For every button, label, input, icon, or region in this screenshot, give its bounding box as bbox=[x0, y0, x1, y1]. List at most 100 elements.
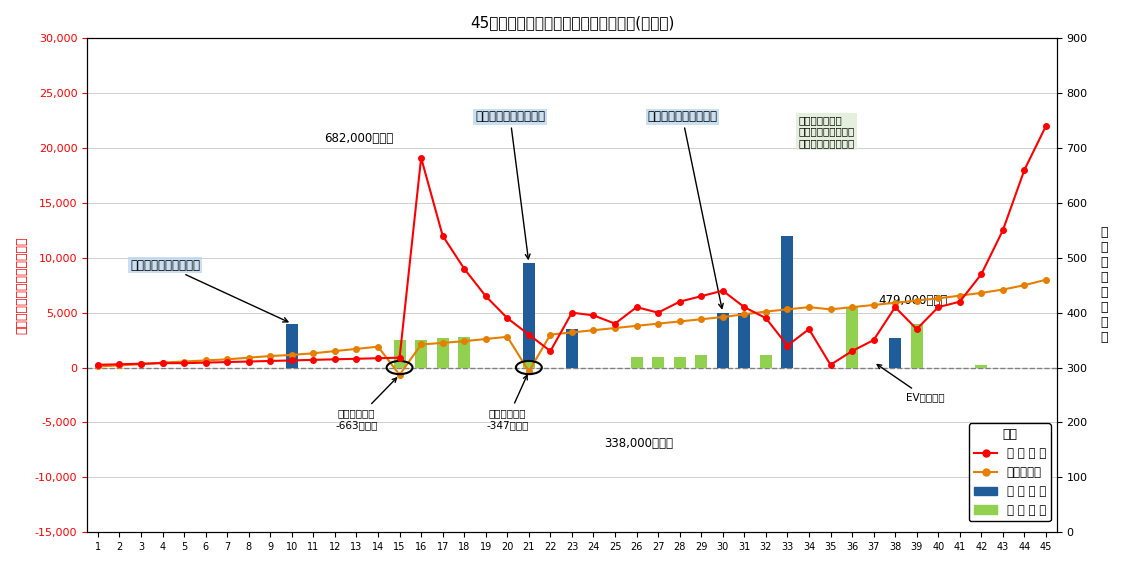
Bar bbox=[652, 357, 664, 367]
Bar bbox=[716, 312, 729, 367]
積立金残高 bbox=[91, 363, 104, 370]
積立金残高 bbox=[372, 343, 385, 350]
Bar bbox=[523, 362, 535, 367]
Bar bbox=[523, 263, 535, 367]
積立金残高 bbox=[501, 333, 514, 340]
Text: 第１回大規模修繕工事: 第１回大規模修繕工事 bbox=[130, 259, 287, 322]
成 約 価 格 bbox=[199, 359, 212, 366]
成 約 価 格 bbox=[1039, 122, 1052, 129]
積立金残高 bbox=[651, 320, 665, 327]
成 約 価 格 bbox=[522, 331, 536, 338]
成 約 価 格 bbox=[630, 304, 643, 311]
積立金残高 bbox=[975, 290, 988, 297]
Text: 資金マイナス
-347円／㎡: 資金マイナス -347円／㎡ bbox=[486, 375, 529, 430]
成 約 価 格 bbox=[910, 325, 923, 332]
成 約 価 格 bbox=[135, 360, 148, 367]
Bar bbox=[846, 307, 858, 367]
Legend: 成 約 価 格, 積立金残高, 建 築 工 事, 設 備 工 事: 成 約 価 格, 積立金残高, 建 築 工 事, 設 備 工 事 bbox=[969, 424, 1051, 522]
積立金残高 bbox=[544, 331, 557, 338]
積立金残高 bbox=[609, 325, 622, 332]
成 約 価 格 bbox=[328, 356, 341, 363]
成 約 価 格 bbox=[651, 309, 665, 316]
積立金残高 bbox=[630, 323, 643, 329]
Bar bbox=[416, 340, 427, 367]
Text: 第３回大規模修繕工事: 第３回大規模修繕工事 bbox=[647, 111, 723, 308]
Bar bbox=[437, 338, 448, 367]
Text: 479,000円／㎡: 479,000円／㎡ bbox=[878, 294, 948, 307]
成 約 価 格 bbox=[802, 325, 815, 332]
積立金残高 bbox=[759, 308, 773, 315]
成 約 価 格 bbox=[824, 361, 838, 368]
Bar bbox=[911, 324, 923, 367]
積立金残高 bbox=[996, 286, 1010, 293]
積立金残高 bbox=[522, 368, 536, 375]
成 約 価 格 bbox=[307, 357, 320, 363]
積立金残高 bbox=[156, 359, 170, 366]
積立金残高 bbox=[846, 304, 859, 311]
積立金残高 bbox=[112, 362, 126, 369]
成 約 価 格 bbox=[393, 354, 407, 361]
成 約 価 格 bbox=[220, 359, 234, 366]
成 約 価 格 bbox=[501, 315, 514, 321]
積立金残高 bbox=[931, 295, 944, 302]
成 約 価 格 bbox=[565, 309, 578, 316]
Y-axis label: 成
約
価
格
（
千
円
）: 成 約 価 格 （ 千 円 ） bbox=[1101, 226, 1108, 344]
Bar bbox=[458, 337, 471, 367]
積立金残高 bbox=[565, 329, 578, 336]
積立金残高 bbox=[910, 297, 923, 304]
積立金残高 bbox=[802, 304, 815, 311]
積立金残高 bbox=[457, 338, 471, 345]
積立金残高 bbox=[349, 345, 363, 352]
積立金残高 bbox=[436, 340, 449, 346]
成 約 価 格 bbox=[285, 357, 299, 364]
成 約 価 格 bbox=[372, 355, 385, 362]
Bar bbox=[394, 340, 405, 367]
成 約 価 格 bbox=[975, 271, 988, 278]
成 約 価 格 bbox=[91, 361, 104, 368]
Text: EV改修工事: EV改修工事 bbox=[877, 365, 944, 403]
Bar bbox=[739, 312, 750, 367]
積立金残高 bbox=[586, 327, 600, 333]
成 約 価 格 bbox=[586, 312, 600, 319]
成 約 価 格 bbox=[414, 154, 428, 161]
成 約 価 格 bbox=[846, 348, 859, 354]
Text: 338,000円／㎡: 338,000円／㎡ bbox=[604, 437, 674, 450]
積立金残高 bbox=[177, 358, 191, 365]
積立金残高 bbox=[888, 299, 902, 306]
Bar bbox=[674, 357, 686, 367]
Text: エントランス扉
オートロック化工事
増圧直結給水化工事: エントランス扉 オートロック化工事 増圧直結給水化工事 bbox=[798, 115, 855, 148]
積立金残高 bbox=[1017, 282, 1031, 289]
Bar bbox=[846, 335, 858, 367]
積立金残高 bbox=[285, 352, 299, 358]
成 約 価 格 bbox=[156, 359, 170, 366]
成 約 価 格 bbox=[243, 358, 256, 365]
成 約 価 格 bbox=[738, 304, 751, 311]
成 約 価 格 bbox=[759, 315, 773, 321]
積立金残高 bbox=[738, 311, 751, 318]
積立金残高 bbox=[824, 306, 838, 313]
Text: 資金マイナス
-663円／㎡: 資金マイナス -663円／㎡ bbox=[336, 378, 396, 430]
積立金残高 bbox=[953, 292, 967, 299]
Line: 積立金残高: 積立金残高 bbox=[95, 277, 1049, 378]
成 約 価 格 bbox=[1017, 167, 1031, 174]
成 約 価 格 bbox=[953, 298, 967, 305]
Text: 第２回大規模修繕工事: 第２回大規模修繕工事 bbox=[475, 111, 545, 259]
Bar bbox=[566, 329, 578, 367]
成 約 価 格 bbox=[931, 304, 944, 311]
積立金残高 bbox=[393, 371, 407, 378]
成 約 価 格 bbox=[609, 320, 622, 327]
Title: 45年間の工事金額と積立金残高の推移(㎡換算): 45年間の工事金額と積立金残高の推移(㎡換算) bbox=[469, 15, 674, 30]
成 約 価 格 bbox=[457, 265, 471, 272]
成 約 価 格 bbox=[436, 232, 449, 239]
積立金残高 bbox=[328, 348, 341, 354]
成 約 価 格 bbox=[112, 361, 126, 367]
成 約 価 格 bbox=[780, 342, 794, 349]
積立金残高 bbox=[220, 356, 234, 363]
積立金残高 bbox=[414, 341, 428, 348]
積立金残高 bbox=[243, 354, 256, 361]
Bar bbox=[286, 324, 298, 367]
積立金残高 bbox=[199, 357, 212, 364]
成 約 価 格 bbox=[673, 298, 686, 305]
積立金残高 bbox=[1039, 276, 1052, 283]
Bar bbox=[695, 356, 707, 367]
